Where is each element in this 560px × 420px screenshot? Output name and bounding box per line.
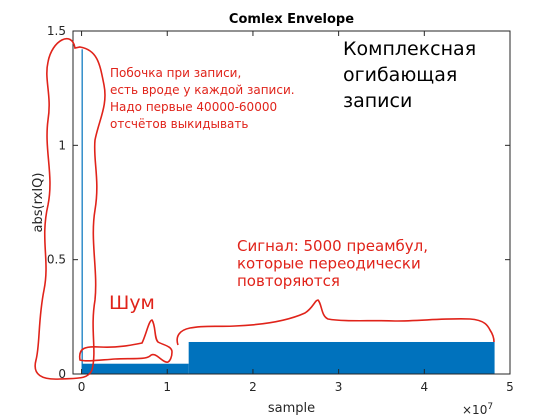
annotation-envelope-title: Комплексная огибающая записи <box>343 38 476 112</box>
y-tick-label: 1.5 <box>47 24 66 38</box>
data-layer <box>82 49 495 374</box>
annotation-signal-line: повторяются <box>237 272 340 290</box>
annotation-signal: Сигнал: 5000 преамбул,которые переодичес… <box>237 237 428 290</box>
chart-title: Comlex Envelope <box>229 12 354 27</box>
x-tick-label: 4 <box>420 380 428 394</box>
series-segment <box>82 364 189 374</box>
annotation-noise: Шум <box>109 292 155 314</box>
annotation-side-effect: Побочка при записи, есть вроде у каждой з… <box>110 66 295 131</box>
y-tick-label: 1 <box>58 138 66 152</box>
y-axis-label: abs(rxIQ) <box>31 173 46 233</box>
annotation-envelope-line: записи <box>343 90 412 112</box>
series-segment <box>82 49 83 374</box>
annotation-envelope-line: Комплексная <box>343 38 476 60</box>
annotation-side-effect-line: Побочка при записи, <box>110 66 241 80</box>
handdrawn-outline-signal <box>177 300 494 345</box>
annotation-envelope-line: огибающая <box>343 64 457 86</box>
y-tick-label: 0.5 <box>47 253 66 267</box>
x-tick-label: 1 <box>163 380 171 394</box>
x-tick-label: 0 <box>78 380 86 394</box>
x-tick-label: 2 <box>249 380 257 394</box>
x-axis-multiplier-exponent: 7 <box>487 402 493 412</box>
x-axis-multiplier: ×107 <box>462 402 493 417</box>
series-segment <box>189 342 495 374</box>
annotation-side-effect-line: отсчётов выкидывать <box>110 117 248 131</box>
annotation-signal-line: которые переодически <box>237 255 421 273</box>
x-axis-multiplier-base: ×10 <box>462 403 487 417</box>
x-axis-label: sample <box>268 401 315 416</box>
annotation-signal-line: Сигнал: 5000 преамбул, <box>237 237 428 255</box>
x-tick-label: 3 <box>335 380 343 394</box>
annotation-side-effect-line: Надо первые 40000-60000 <box>110 100 277 114</box>
annotation-side-effect-line: есть вроде у каждой записи. <box>110 83 295 97</box>
x-tick-label: 5 <box>506 380 514 394</box>
